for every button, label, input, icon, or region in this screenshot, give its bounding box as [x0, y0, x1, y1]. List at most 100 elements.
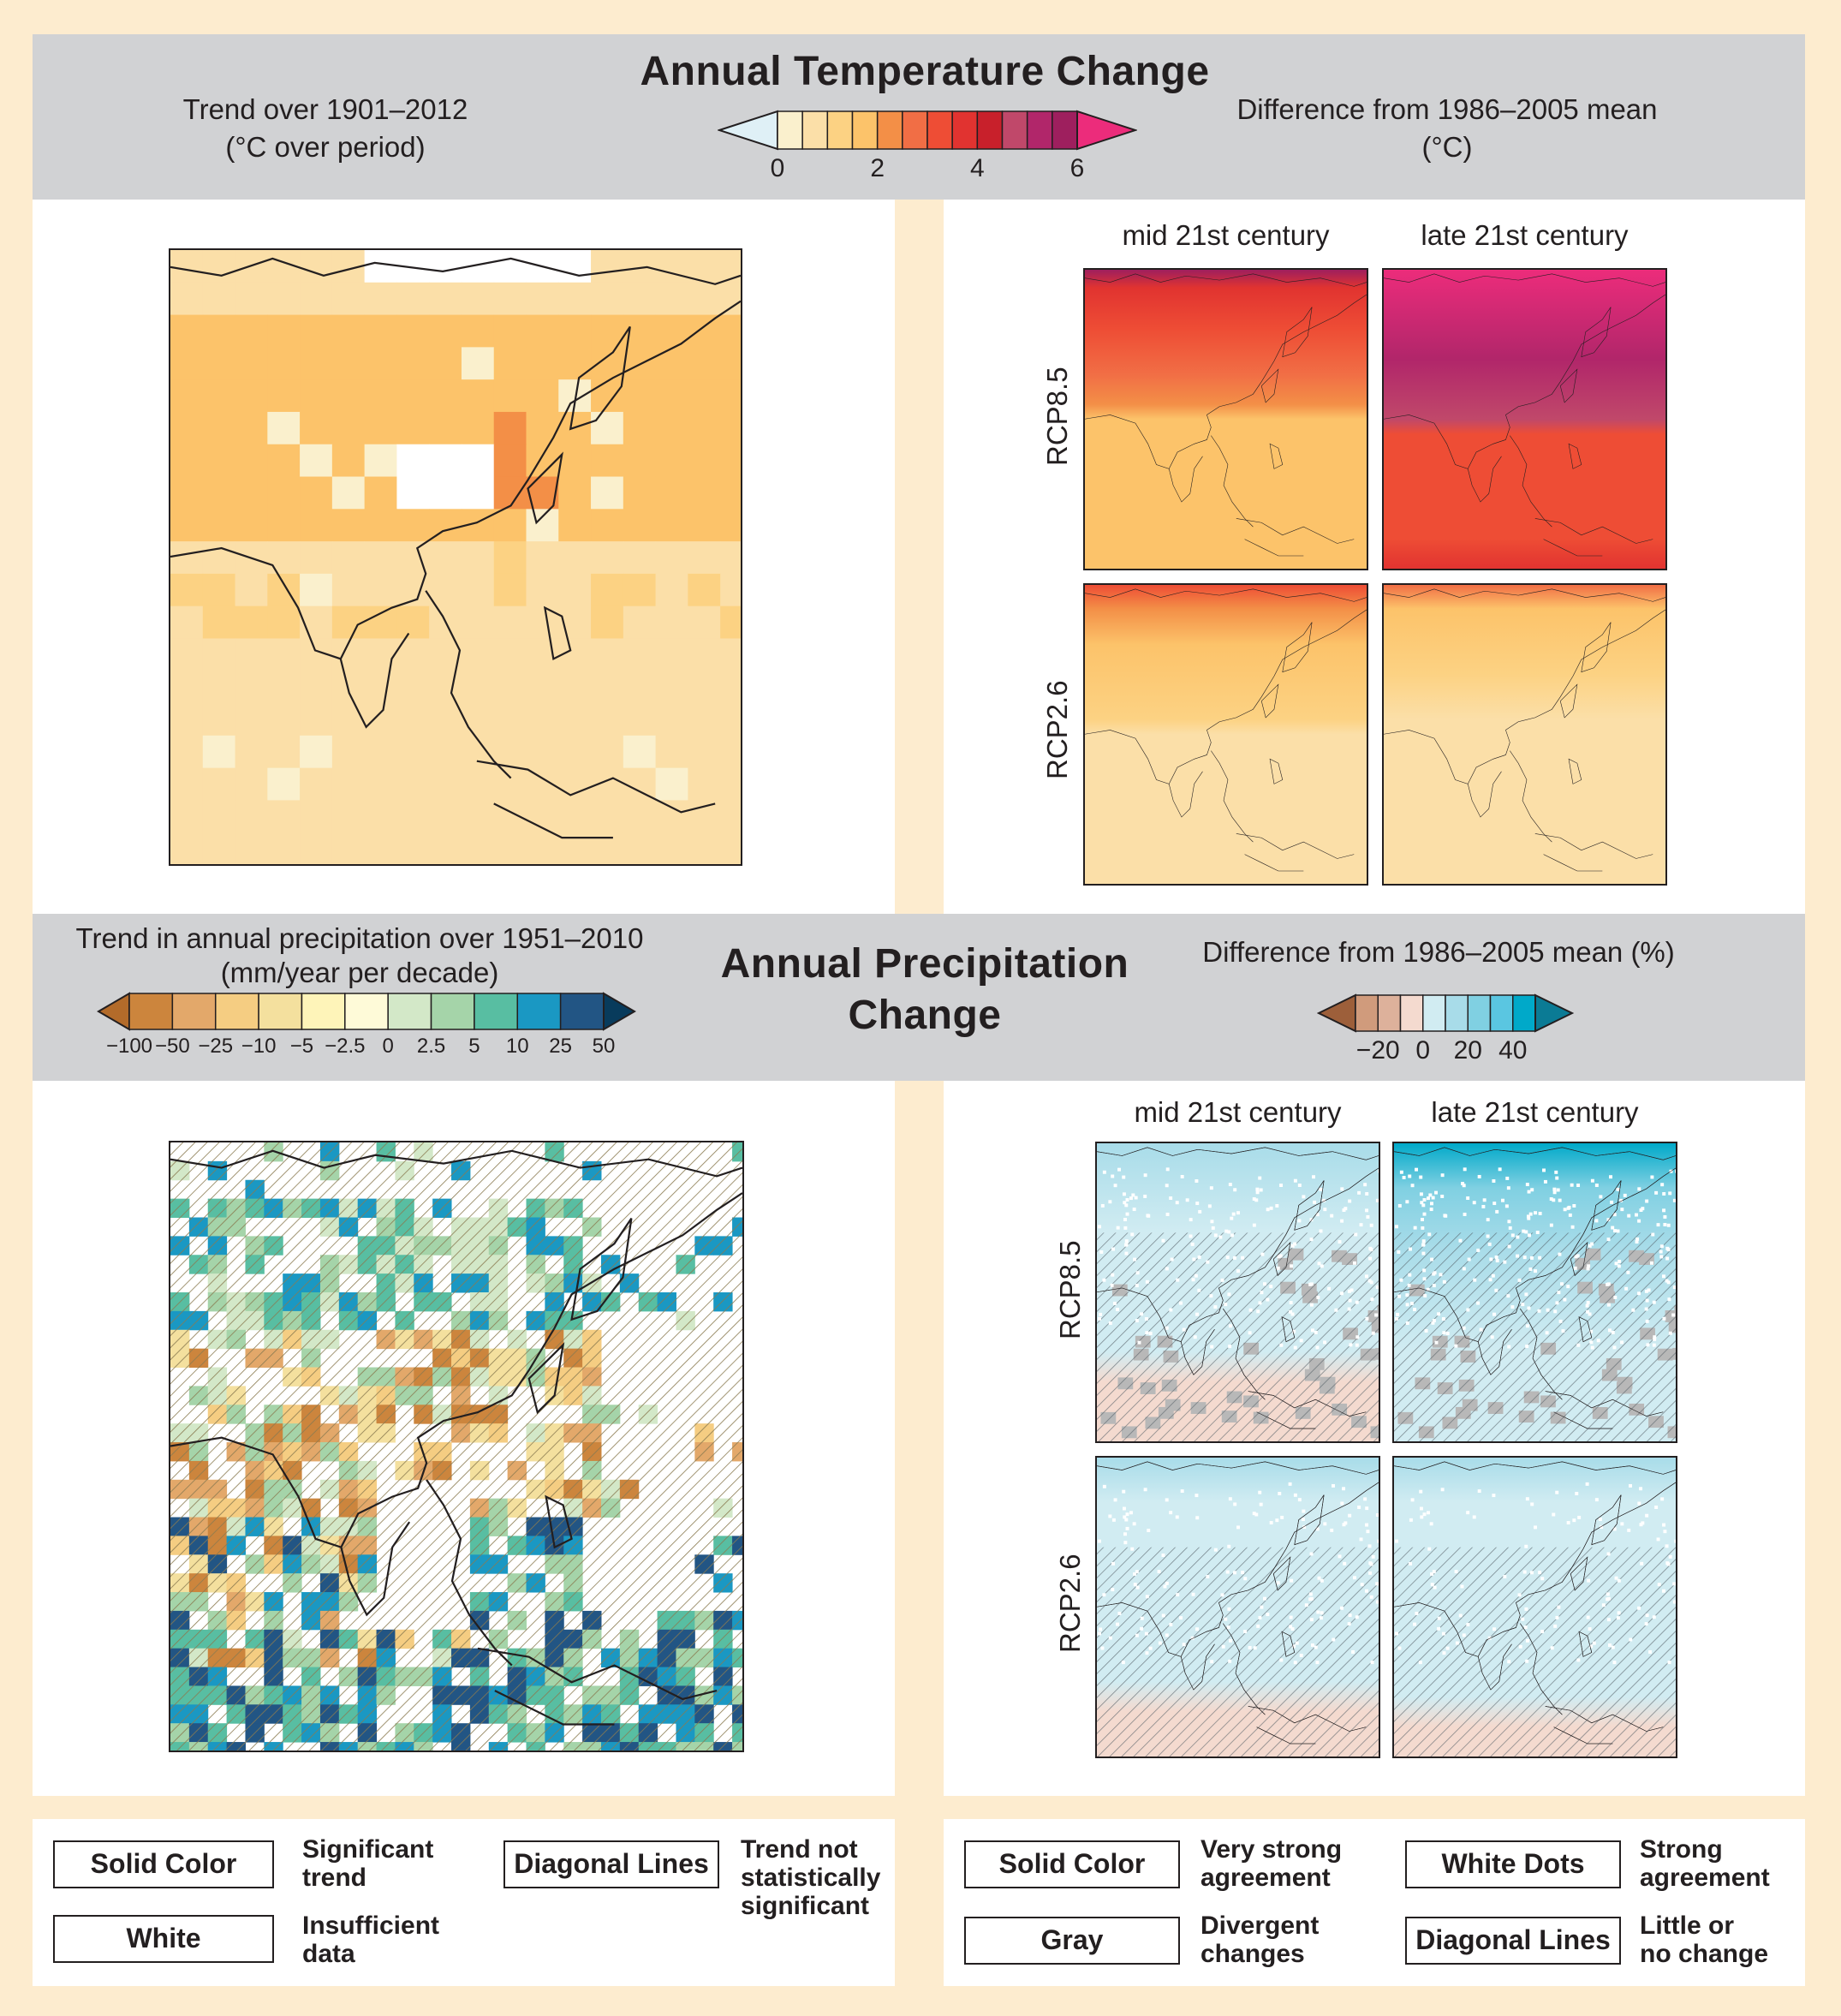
grid-cell: [558, 509, 592, 542]
grid-cell: [170, 605, 204, 639]
grid-cell: [331, 347, 366, 380]
white-dot: [1364, 1589, 1368, 1593]
title-line: Change: [848, 993, 1002, 1038]
legend-line: Significant: [302, 1835, 434, 1864]
white-dot: [1315, 1345, 1320, 1350]
white-dot: [1661, 1589, 1665, 1593]
white-dot: [1647, 1288, 1651, 1292]
white-dot: [1506, 1294, 1510, 1298]
white-dot: [1589, 1340, 1594, 1345]
white-dot: [1108, 1514, 1112, 1518]
white-dot: [1629, 1483, 1633, 1488]
white-dot: [1145, 1595, 1149, 1599]
white-dot: [1668, 1331, 1672, 1335]
white-dot: [1594, 1498, 1599, 1502]
grid-cell: [331, 444, 366, 478]
grid-cell: [461, 573, 495, 607]
colorbar-swatch: [976, 110, 1004, 150]
white-dot: [1494, 1256, 1498, 1259]
grid-cell: [267, 314, 301, 348]
white-dot: [1258, 1615, 1262, 1619]
grid-cell: [720, 573, 741, 607]
white-dot: [1111, 1588, 1115, 1592]
white-dot: [1458, 1613, 1463, 1618]
legend-line: Very strong: [1201, 1835, 1343, 1864]
white-dot: [1415, 1167, 1418, 1172]
grid-cell: [300, 573, 333, 607]
grid-cell: [170, 411, 204, 445]
white-dot: [1526, 1214, 1530, 1219]
grid-cell: [396, 411, 430, 445]
white-dot: [1617, 1578, 1621, 1583]
grid-cell: [170, 573, 204, 607]
white-dot: [1538, 1211, 1542, 1215]
colorbar-swatch: [1489, 994, 1514, 1032]
white-dot: [1524, 1230, 1528, 1234]
grid-cell: [493, 703, 527, 737]
grid-cell: [202, 314, 236, 348]
white-dot: [1175, 1201, 1179, 1205]
grid-cell: [267, 767, 301, 801]
white-dot: [1348, 1613, 1352, 1618]
white-dot: [1275, 1518, 1279, 1523]
grid-cell: [720, 314, 741, 348]
white-dot: [1145, 1279, 1149, 1284]
white-dot: [1165, 1633, 1169, 1637]
white-dot: [1309, 1618, 1314, 1622]
white-dot: [1472, 1201, 1476, 1205]
white-dot: [1600, 1525, 1604, 1530]
white-dot: [1462, 1267, 1466, 1271]
colorbar-swatch: [826, 110, 854, 150]
precipitation-trend-colorbar: [97, 992, 636, 1031]
grid-cell: [688, 379, 721, 413]
white-dot: [1252, 1197, 1256, 1201]
white-dot: [1308, 1597, 1313, 1601]
white-dot: [1557, 1605, 1561, 1609]
coastline: [1097, 1461, 1379, 1745]
white-dot: [1363, 1183, 1367, 1187]
white-dot: [1419, 1192, 1423, 1196]
grid-cell: [493, 509, 527, 542]
grid-cell: [267, 800, 301, 833]
white-dot: [1145, 1331, 1149, 1335]
white-dot: [1394, 1225, 1398, 1229]
white-dot: [1368, 1256, 1373, 1261]
white-dot: [1666, 1562, 1671, 1566]
white-dot: [1419, 1506, 1423, 1511]
legend-text: Significant trend: [302, 1835, 433, 1892]
white-dot: [1169, 1623, 1173, 1627]
grid-cell: [429, 735, 462, 769]
grid-cell: [493, 735, 527, 769]
white-dot: [1313, 1200, 1317, 1204]
white-dot: [1432, 1284, 1436, 1288]
white-dot: [1419, 1489, 1423, 1494]
grid-cell: [461, 476, 495, 510]
grid-cell: [591, 411, 624, 445]
grid-cell: [655, 767, 688, 801]
grid-cell: [526, 509, 559, 542]
white-dot: [1334, 1308, 1338, 1312]
white-dot: [1489, 1257, 1493, 1261]
grid-cell: [623, 638, 657, 671]
grid-cell: [623, 476, 657, 510]
grid-cell: [720, 541, 741, 575]
grid-cell: [267, 541, 301, 575]
white-dot: [1206, 1260, 1210, 1264]
white-dot: [1576, 1343, 1581, 1347]
white-dot: [1366, 1530, 1370, 1534]
grid-cell: [267, 347, 301, 380]
legend-line: no change: [1640, 1940, 1769, 1968]
grid-cell: [202, 411, 236, 445]
white-dot: [1315, 1213, 1320, 1217]
colorbar-min-arrow: [718, 110, 778, 151]
white-dot: [1530, 1502, 1534, 1506]
white-dot: [1367, 1544, 1372, 1548]
grid-cell: [267, 509, 301, 542]
white-dot: [1340, 1291, 1344, 1296]
white-dot: [1552, 1512, 1556, 1517]
grid-cell: [235, 573, 268, 607]
white-dot: [1413, 1226, 1417, 1230]
grid-cell: [331, 573, 366, 607]
grid-cell: [558, 444, 592, 478]
white-dot: [1561, 1329, 1565, 1333]
